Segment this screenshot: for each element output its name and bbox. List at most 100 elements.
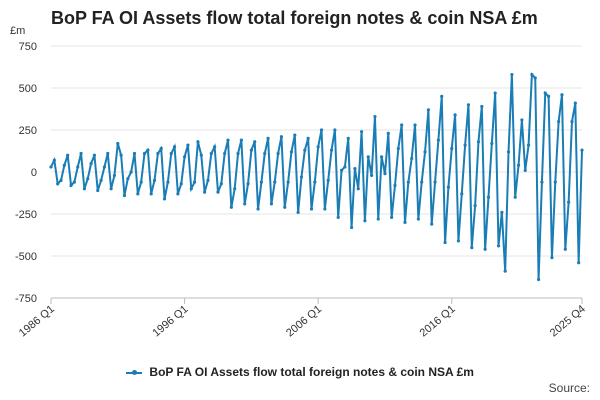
data-point[interactable] — [59, 178, 63, 182]
data-point[interactable] — [506, 150, 511, 154]
data-point[interactable] — [106, 151, 110, 156]
data-point[interactable] — [92, 153, 97, 157]
data-point[interactable] — [393, 183, 397, 188]
data-point[interactable] — [563, 247, 567, 251]
data-point[interactable] — [473, 204, 477, 208]
data-point[interactable] — [577, 261, 581, 265]
data-point[interactable] — [142, 151, 147, 156]
data-point[interactable] — [363, 219, 367, 223]
data-point[interactable] — [339, 168, 344, 172]
data-point[interactable] — [96, 188, 100, 193]
data-point[interactable] — [109, 187, 113, 191]
data-point[interactable] — [86, 177, 90, 181]
data-point[interactable] — [580, 148, 584, 152]
data-point[interactable] — [533, 76, 537, 80]
data-point[interactable] — [136, 192, 140, 196]
data-point[interactable] — [182, 155, 187, 159]
data-point[interactable] — [570, 120, 574, 124]
data-point[interactable] — [289, 150, 294, 154]
data-point[interactable] — [89, 162, 93, 166]
data-point[interactable] — [209, 151, 213, 156]
data-point[interactable] — [476, 140, 481, 144]
data-point[interactable] — [466, 103, 471, 107]
data-point[interactable] — [76, 165, 80, 169]
data-point[interactable] — [333, 128, 337, 132]
data-point[interactable] — [436, 138, 440, 142]
data-point[interactable] — [510, 72, 514, 77]
data-point[interactable] — [567, 200, 571, 204]
data-point[interactable] — [266, 136, 270, 140]
data-point[interactable] — [129, 170, 133, 174]
data-point[interactable] — [273, 180, 277, 184]
data-point[interactable] — [299, 175, 304, 179]
data-point[interactable] — [380, 155, 384, 159]
data-point[interactable] — [196, 140, 200, 144]
data-point[interactable] — [460, 192, 464, 196]
data-point[interactable] — [126, 177, 130, 181]
data-point[interactable] — [349, 225, 354, 230]
data-point[interactable] — [216, 190, 220, 194]
data-point[interactable] — [490, 141, 494, 146]
data-point[interactable] — [52, 158, 56, 162]
data-point[interactable] — [229, 205, 233, 209]
data-point[interactable] — [239, 138, 243, 142]
data-point[interactable] — [396, 146, 400, 151]
data-point[interactable] — [82, 187, 86, 191]
data-point[interactable] — [503, 269, 507, 273]
data-point[interactable] — [296, 210, 300, 214]
data-point[interactable] — [199, 153, 203, 157]
data-point[interactable] — [149, 192, 153, 196]
data-point[interactable] — [219, 182, 223, 186]
data-point[interactable] — [353, 167, 357, 171]
data-point[interactable] — [246, 182, 250, 186]
data-point[interactable] — [500, 210, 504, 214]
data-point[interactable] — [286, 180, 290, 184]
data-point[interactable] — [99, 178, 103, 182]
data-point[interactable] — [403, 220, 407, 224]
data-point[interactable] — [323, 207, 327, 211]
data-point[interactable] — [326, 178, 330, 182]
data-point[interactable] — [122, 193, 127, 198]
data-point[interactable] — [450, 146, 454, 151]
data-point[interactable] — [309, 207, 314, 211]
data-point[interactable] — [112, 173, 117, 177]
data-point[interactable] — [557, 120, 561, 124]
data-point[interactable] — [189, 187, 193, 191]
data-point[interactable] — [406, 180, 410, 184]
data-point[interactable] — [443, 240, 447, 245]
data-point[interactable] — [256, 207, 260, 211]
data-point[interactable] — [259, 180, 263, 184]
data-point[interactable] — [276, 151, 280, 156]
data-point[interactable] — [263, 151, 267, 156]
data-point[interactable] — [410, 156, 414, 161]
data-point[interactable] — [176, 192, 180, 196]
data-point[interactable] — [66, 153, 70, 157]
data-point[interactable] — [423, 150, 427, 154]
data-point[interactable] — [400, 123, 404, 127]
data-point[interactable] — [453, 113, 457, 117]
data-point[interactable] — [179, 182, 183, 186]
data-point[interactable] — [536, 277, 541, 282]
data-point[interactable] — [319, 128, 324, 132]
data-point[interactable] — [370, 173, 374, 177]
data-point[interactable] — [279, 135, 284, 139]
data-point[interactable] — [172, 145, 177, 149]
data-point[interactable] — [316, 145, 320, 149]
data-point[interactable] — [523, 168, 527, 172]
data-point[interactable] — [573, 101, 577, 105]
data-point[interactable] — [560, 93, 564, 97]
data-point[interactable] — [526, 143, 531, 147]
data-point[interactable] — [516, 163, 521, 167]
data-point[interactable] — [430, 222, 434, 226]
data-point[interactable] — [162, 197, 167, 201]
data-point[interactable] — [313, 180, 317, 184]
data-point[interactable] — [520, 118, 524, 122]
data-point[interactable] — [373, 114, 377, 119]
data-point[interactable] — [169, 151, 173, 156]
data-point[interactable] — [480, 104, 484, 109]
data-point[interactable] — [253, 140, 257, 144]
data-point[interactable] — [496, 244, 501, 248]
data-point[interactable] — [470, 246, 474, 250]
data-point[interactable] — [249, 148, 253, 152]
data-point[interactable] — [329, 148, 334, 152]
